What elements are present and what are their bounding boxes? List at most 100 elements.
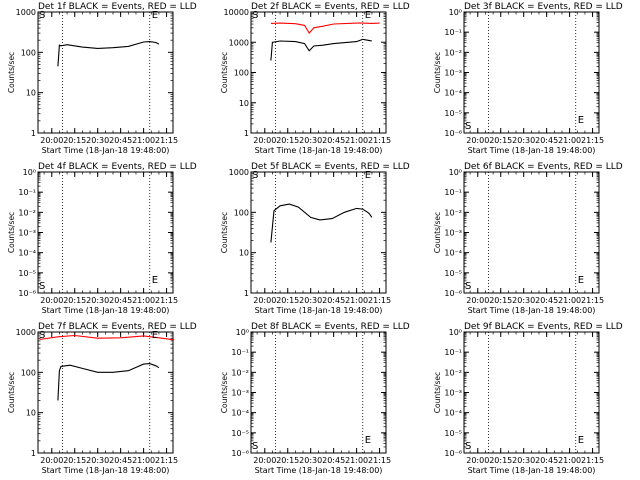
start-marker: S <box>252 170 258 181</box>
plot-frame <box>250 11 387 134</box>
y-tick-label: 1 <box>31 449 36 458</box>
y-tick-label: 10⁻⁵ <box>18 269 36 278</box>
panel-3: Det 3f BLACK = Events, RED = LLD 10⁻⁶ 10⁻⁵… <box>433 2 623 155</box>
x-tick-label: 20:30 <box>86 456 109 465</box>
y-tick-label: 10 <box>239 99 249 108</box>
x-tick-label: 20:15 <box>63 136 86 145</box>
x-tick-label: 20:30 <box>299 456 322 465</box>
x-tick-label: 21:00 <box>558 136 581 145</box>
y-tick-label: 10⁻⁶ <box>231 449 249 458</box>
y-tick-label: 10⁻¹ <box>444 28 462 37</box>
panel-title: Det 2f BLACK = Events, RED = LLD <box>251 2 410 12</box>
x-tick-label: 20:00 <box>253 136 276 145</box>
x-tick-label: 20:15 <box>276 136 299 145</box>
x-tick-label: 20:30 <box>299 296 322 305</box>
x-tick-label: 20:45 <box>109 296 132 305</box>
y-tick-label: 10⁻¹ <box>231 348 249 357</box>
x-axis-label: Start Time (18-Jan-18 19:48:00) <box>255 306 383 315</box>
x-tick-label: 21:00 <box>132 456 155 465</box>
x-tick-label: 20:45 <box>322 296 345 305</box>
x-axis-label: Start Time (18-Jan-18 19:48:00) <box>42 466 170 475</box>
x-tick-label: 21:15 <box>581 456 604 465</box>
x-axis-label: Start Time (18-Jan-18 19:48:00) <box>468 146 596 155</box>
panel-7: Det 7f BLACK = Events, RED = LLD 1 10 100 10… <box>7 322 197 475</box>
y-tick-label: 10⁻⁴ <box>444 249 462 258</box>
y-tick-label: 10⁰ <box>449 8 462 17</box>
y-tick-label: 10⁻⁵ <box>444 109 462 118</box>
x-tick-label: 20:00 <box>466 296 489 305</box>
x-tick-label: 20:00 <box>253 296 276 305</box>
panel-4: Det 4f BLACK = Events, RED = LLD 10⁻⁶ 10⁻⁵… <box>7 162 197 315</box>
panel-6: Det 6f BLACK = Events, RED = LLD 10⁻⁶ 10⁻⁵… <box>433 162 623 315</box>
y-tick-label: 10⁻³ <box>444 229 462 238</box>
x-tick-label: 21:00 <box>345 296 368 305</box>
x-tick-label: 21:15 <box>368 136 391 145</box>
y-tick-label: 10⁻⁶ <box>444 449 462 458</box>
y-tick-label: 10⁻² <box>444 208 462 217</box>
plot-frame <box>37 11 174 134</box>
x-tick-label: 20:00 <box>40 456 63 465</box>
y-tick-label: 10⁻⁵ <box>231 429 249 438</box>
x-tick-label: 20:45 <box>535 136 558 145</box>
x-axis-label: Start Time (18-Jan-18 19:48:00) <box>468 466 596 475</box>
x-tick-label: 20:15 <box>276 456 299 465</box>
x-tick-label: 21:00 <box>345 456 368 465</box>
x-tick-label: 21:00 <box>558 296 581 305</box>
y-tick-label: 100 <box>234 69 249 78</box>
x-tick-label: 21:15 <box>581 296 604 305</box>
y-tick-label: 10⁻⁵ <box>444 429 462 438</box>
y-tick-label: 10⁻⁶ <box>18 289 36 298</box>
start-marker: S <box>465 441 471 452</box>
y-tick-label: 10 <box>239 249 249 258</box>
events-series-line <box>57 41 160 67</box>
panel-9: Det 9f BLACK = Events, RED = LLD 10⁻⁶ 10⁻⁵… <box>433 322 623 475</box>
y-tick-label: 10⁻³ <box>444 69 462 78</box>
y-tick-label: 100 <box>21 48 36 57</box>
end-marker: E <box>152 275 158 286</box>
x-tick-label: 20:45 <box>109 136 132 145</box>
y-tick-label: 10⁰ <box>23 168 36 177</box>
x-tick-label: 20:30 <box>86 296 109 305</box>
start-marker: S <box>252 10 258 21</box>
events-series-line <box>270 38 373 61</box>
x-tick-label: 20:30 <box>512 456 535 465</box>
start-marker: S <box>39 10 45 21</box>
x-tick-label: 21:15 <box>368 296 391 305</box>
y-tick-label: 10⁻⁴ <box>444 409 462 418</box>
x-tick-label: 21:00 <box>132 296 155 305</box>
end-marker: E <box>152 330 158 341</box>
x-tick-label: 20:45 <box>535 296 558 305</box>
y-tick-label: 10⁻⁴ <box>444 89 462 98</box>
y-axis-label: Counts/sec <box>7 372 16 413</box>
x-axis-label: Start Time (18-Jan-18 19:48:00) <box>255 466 383 475</box>
panel-title: Det 6f BLACK = Events, RED = LLD <box>464 162 623 172</box>
panel-title: Det 3f BLACK = Events, RED = LLD <box>464 2 623 12</box>
y-tick-label: 1000 <box>229 168 249 177</box>
y-axis-label: Counts/sec <box>220 52 229 93</box>
panel-8: Det 8f BLACK = Events, RED = LLD 10⁻⁶ 10⁻⁵… <box>220 322 410 475</box>
y-tick-label: 10⁻³ <box>444 389 462 398</box>
lld-series-line <box>270 22 380 35</box>
y-tick-label: 1000 <box>16 328 36 337</box>
lld-series-line <box>39 334 175 341</box>
y-tick-label: 10⁻⁶ <box>444 129 462 138</box>
panel-title: Det 8f BLACK = Events, RED = LLD <box>251 322 410 332</box>
x-tick-label: 21:15 <box>155 296 178 305</box>
y-tick-label: 10⁻⁴ <box>231 409 249 418</box>
x-axis-label: Start Time (18-Jan-18 19:48:00) <box>42 306 170 315</box>
y-tick-label: 10⁻² <box>444 48 462 57</box>
x-tick-label: 21:15 <box>155 456 178 465</box>
x-tick-label: 20:15 <box>489 136 512 145</box>
y-tick-label: 10⁻³ <box>18 229 36 238</box>
x-tick-label: 20:30 <box>512 136 535 145</box>
y-axis-label: Counts/sec <box>7 52 16 93</box>
panel-title: Det 7f BLACK = Events, RED = LLD <box>38 322 197 332</box>
y-tick-label: 10⁻² <box>231 368 249 377</box>
start-marker: S <box>252 441 258 452</box>
x-axis-label: Start Time (18-Jan-18 19:48:00) <box>468 306 596 315</box>
start-marker: S <box>39 281 45 292</box>
end-marker: E <box>365 10 371 21</box>
y-tick-label: 10000 <box>224 8 249 17</box>
y-axis-label: Counts/sec <box>433 52 442 93</box>
panel-title: Det 1f BLACK = Events, RED = LLD <box>38 2 197 12</box>
